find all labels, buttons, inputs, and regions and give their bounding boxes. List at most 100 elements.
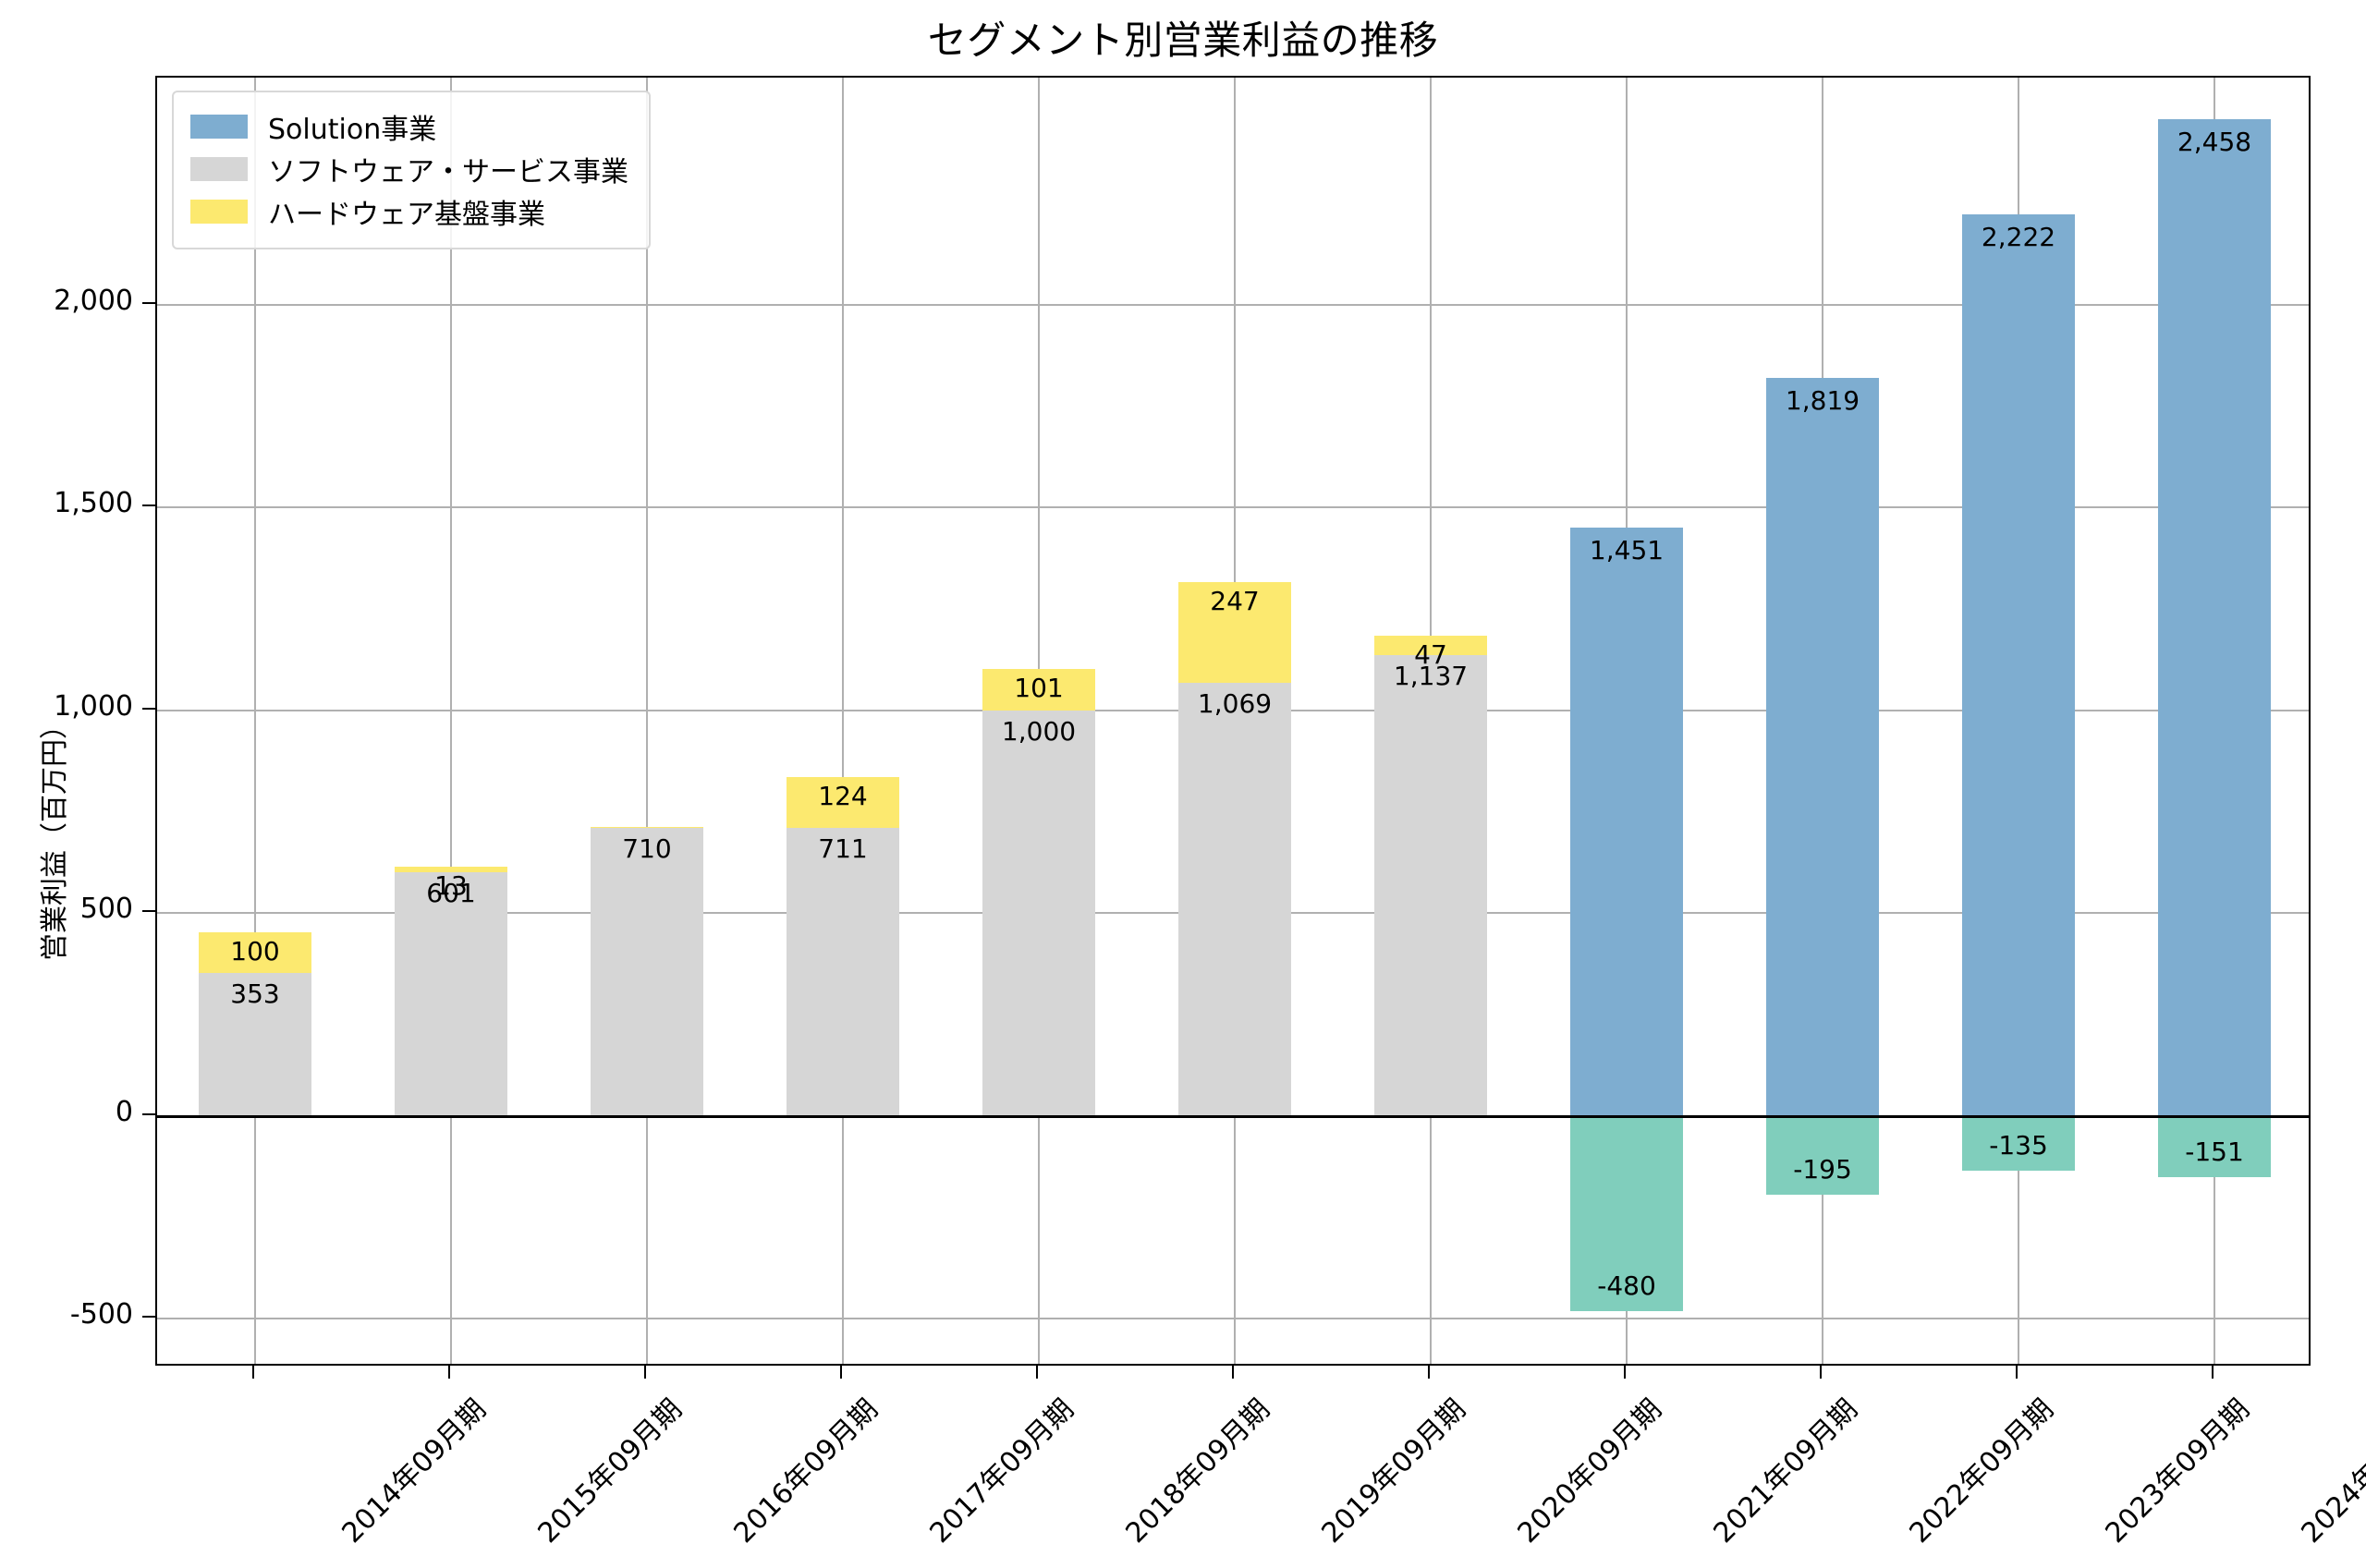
x-tick-mark [1428, 1366, 1430, 1379]
bar-software-service [1373, 654, 1488, 1116]
x-tick-label: 2017年09月期 [923, 1392, 1080, 1550]
legend-swatch-icon [190, 157, 248, 181]
x-tick-label: 2024年09月期 [2295, 1392, 2366, 1550]
gridline-horizontal [157, 303, 2309, 306]
x-tick-label: 2016年09月期 [727, 1392, 884, 1550]
bar-label-hardware-base: 47 [1414, 639, 1447, 671]
bar-hardware-base [786, 777, 900, 828]
y-tick-mark [142, 301, 155, 304]
chart-legend: Solution事業ソフトウェア・サービス事業 ハードウェア基盤事業 [172, 91, 651, 249]
bar-label-negative-segment: -135 [1989, 1130, 2048, 1161]
legend-item: ハードウェア基盤事業 [190, 190, 628, 233]
bar-hardware-base [394, 867, 508, 872]
x-tick-mark [1820, 1366, 1822, 1379]
x-tick-label: 2021年09月期 [1707, 1392, 1864, 1550]
x-tick-label: 2023年09月期 [2099, 1392, 2256, 1550]
y-tick-label: 500 [79, 893, 133, 926]
bar-software-service [786, 827, 900, 1116]
x-tick-mark [644, 1366, 646, 1379]
y-tick-mark [142, 910, 155, 913]
bar-hardware-base [1373, 636, 1488, 655]
y-tick-mark [142, 1112, 155, 1115]
bar-label-software-service: 711 [818, 833, 868, 864]
bar-negative-segment [1961, 1115, 2076, 1172]
x-tick-label: 2022年09月期 [1903, 1392, 2060, 1550]
y-axis-title: 営業利益（百万円） [39, 711, 71, 961]
bar-label-negative-segment: -195 [1793, 1154, 1852, 1185]
gridline-vertical [842, 78, 844, 1364]
y-tick-mark [142, 1316, 155, 1319]
bar-software-service [394, 871, 508, 1116]
legend-swatch-icon [190, 115, 248, 139]
x-tick-mark [252, 1366, 254, 1379]
gridline-horizontal [157, 1318, 2309, 1320]
x-tick-mark [1624, 1366, 1626, 1379]
legend-label: ハードウェア基盤事業 [268, 199, 545, 231]
x-tick-mark [2212, 1366, 2214, 1379]
x-tick-label: 2018年09月期 [1119, 1392, 1276, 1550]
y-tick-mark [142, 504, 155, 507]
bar-label-hardware-base: 101 [1014, 673, 1064, 704]
bar-software-service [590, 828, 704, 1116]
bar-label-solution: 1,819 [1785, 385, 1860, 417]
bar-label-hardware-base: 124 [818, 781, 868, 812]
bar-label-software-service: 353 [230, 978, 280, 1009]
bar-negative-segment [2157, 1115, 2272, 1178]
bar-negative-segment [1569, 1115, 1684, 1311]
x-tick-mark [840, 1366, 842, 1379]
bar-label-software-service: 710 [622, 833, 672, 865]
legend-swatch-icon [190, 200, 248, 224]
x-tick-label: 2019年09月期 [1315, 1392, 1472, 1550]
bar-label-software-service: 1,137 [1393, 660, 1469, 691]
legend-label: ソフトウェア・サービス事業 [268, 156, 628, 188]
bar-label-hardware-base: 13 [434, 870, 468, 902]
x-tick-mark [448, 1366, 450, 1379]
gridline-vertical [646, 78, 648, 1364]
gridline-vertical [450, 78, 452, 1364]
bar-negative-segment [1765, 1115, 1880, 1196]
y-tick-mark [142, 707, 155, 710]
bar-software-service [198, 972, 312, 1116]
bar-label-solution: 2,222 [1981, 222, 2056, 253]
bar-label-solution: 2,458 [2177, 126, 2252, 157]
y-tick-label: 0 [115, 1095, 133, 1128]
y-tick-label: -500 [69, 1298, 133, 1331]
gridline-horizontal [157, 506, 2309, 509]
bar-software-service [1177, 682, 1292, 1116]
bar-hardware-base [198, 931, 312, 973]
bar-label-negative-segment: -151 [2185, 1136, 2244, 1168]
zero-baseline [157, 1114, 2309, 1118]
legend-item: ソフトウェア・サービス事業 [190, 148, 628, 190]
legend-item: Solution事業 [190, 105, 628, 148]
y-tick-label: 1,500 [54, 487, 133, 520]
y-tick-label: 1,000 [54, 689, 133, 723]
x-tick-label: 2015年09月期 [531, 1392, 689, 1550]
plot-area: 353 100 601 13 710 711 124 1,000 101 1,069 247 1,13… [155, 76, 2311, 1366]
x-tick-label: 2014年09月期 [335, 1392, 493, 1550]
bar-hardware-base [590, 826, 704, 829]
plot-clip [157, 78, 2309, 1364]
bar-hardware-base [1177, 582, 1292, 683]
bar-label-solution: 1,451 [1589, 534, 1665, 565]
bar-label-software-service: 1,000 [1001, 715, 1077, 747]
bar-solution [2157, 118, 2272, 1116]
bar-solution [1569, 527, 1684, 1116]
x-tick-label: 2020年09月期 [1511, 1392, 1668, 1550]
bar-label-software-service: 1,069 [1197, 687, 1273, 719]
bar-solution [1961, 214, 2076, 1116]
bar-hardware-base [982, 669, 1096, 711]
bar-label-hardware-base: 100 [230, 935, 280, 966]
chart-title: セグメント別営業利益の推移 [927, 18, 1439, 63]
bar-label-software-service: 601 [426, 877, 476, 908]
x-tick-mark [2016, 1366, 2018, 1379]
legend-label: Solution事業 [268, 114, 437, 146]
gridline-vertical [254, 78, 256, 1364]
y-tick-label: 2,000 [54, 284, 133, 317]
bar-solution [1765, 378, 1880, 1116]
x-tick-mark [1036, 1366, 1038, 1379]
bar-label-negative-segment: -480 [1597, 1270, 1656, 1301]
bar-label-hardware-base: 247 [1210, 586, 1260, 617]
x-tick-mark [1232, 1366, 1234, 1379]
bar-software-service [982, 710, 1096, 1116]
